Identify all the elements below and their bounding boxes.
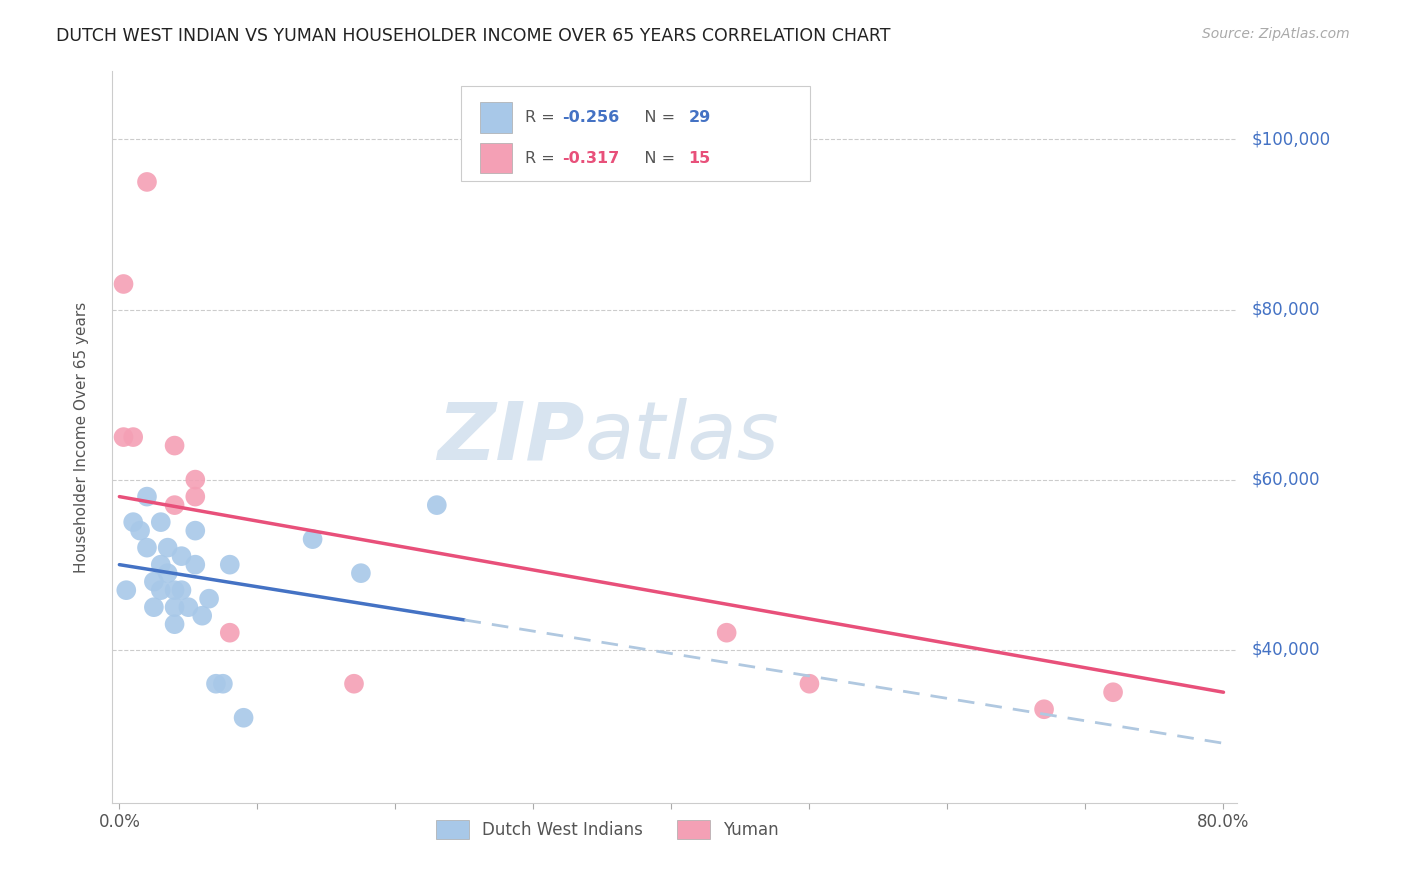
Point xyxy=(112,430,135,444)
Point xyxy=(149,558,172,572)
Text: -0.256: -0.256 xyxy=(562,111,620,125)
Point xyxy=(1102,685,1125,699)
Point xyxy=(198,591,221,606)
Text: R =: R = xyxy=(526,151,560,166)
Point xyxy=(122,430,145,444)
FancyBboxPatch shape xyxy=(481,103,512,133)
Text: 15: 15 xyxy=(689,151,710,166)
Text: $40,000: $40,000 xyxy=(1251,640,1320,658)
Point xyxy=(142,600,165,615)
Point xyxy=(212,677,235,691)
Text: R =: R = xyxy=(526,111,560,125)
Point xyxy=(149,515,172,529)
Point xyxy=(163,617,186,632)
Point xyxy=(716,625,738,640)
Point xyxy=(122,515,145,529)
Point xyxy=(1033,702,1056,716)
Point xyxy=(218,558,240,572)
Legend: Dutch West Indians, Yuman: Dutch West Indians, Yuman xyxy=(429,814,786,846)
Point xyxy=(301,532,323,546)
Point xyxy=(350,566,373,581)
Text: N =: N = xyxy=(628,111,681,125)
Point xyxy=(136,490,159,504)
Point xyxy=(115,583,138,598)
Text: $80,000: $80,000 xyxy=(1251,301,1320,318)
Point xyxy=(163,439,186,453)
Point xyxy=(129,524,152,538)
Point xyxy=(142,574,165,589)
Text: N =: N = xyxy=(628,151,681,166)
Point xyxy=(136,175,159,189)
Point xyxy=(163,600,186,615)
Text: -0.317: -0.317 xyxy=(562,151,620,166)
Point xyxy=(191,608,214,623)
Point xyxy=(184,558,207,572)
Text: atlas: atlas xyxy=(585,398,780,476)
Point xyxy=(156,541,179,555)
Text: $60,000: $60,000 xyxy=(1251,471,1320,489)
Point xyxy=(184,524,207,538)
Point xyxy=(170,549,193,563)
Y-axis label: Householder Income Over 65 years: Householder Income Over 65 years xyxy=(75,301,89,573)
Point xyxy=(136,541,159,555)
Point xyxy=(799,677,821,691)
Text: ZIP: ZIP xyxy=(437,398,585,476)
Point xyxy=(205,677,228,691)
Point xyxy=(156,566,179,581)
Point xyxy=(343,677,366,691)
FancyBboxPatch shape xyxy=(481,143,512,173)
Point xyxy=(218,625,240,640)
Point xyxy=(163,498,186,512)
FancyBboxPatch shape xyxy=(461,86,810,181)
Point xyxy=(184,473,207,487)
Text: 29: 29 xyxy=(689,111,710,125)
Point xyxy=(426,498,449,512)
Text: Source: ZipAtlas.com: Source: ZipAtlas.com xyxy=(1202,27,1350,41)
Point xyxy=(232,711,254,725)
Point xyxy=(163,583,186,598)
Point xyxy=(112,277,135,291)
Point xyxy=(177,600,200,615)
Point xyxy=(170,583,193,598)
Text: $100,000: $100,000 xyxy=(1251,130,1330,148)
Point xyxy=(184,490,207,504)
Text: DUTCH WEST INDIAN VS YUMAN HOUSEHOLDER INCOME OVER 65 YEARS CORRELATION CHART: DUTCH WEST INDIAN VS YUMAN HOUSEHOLDER I… xyxy=(56,27,891,45)
Point xyxy=(149,583,172,598)
